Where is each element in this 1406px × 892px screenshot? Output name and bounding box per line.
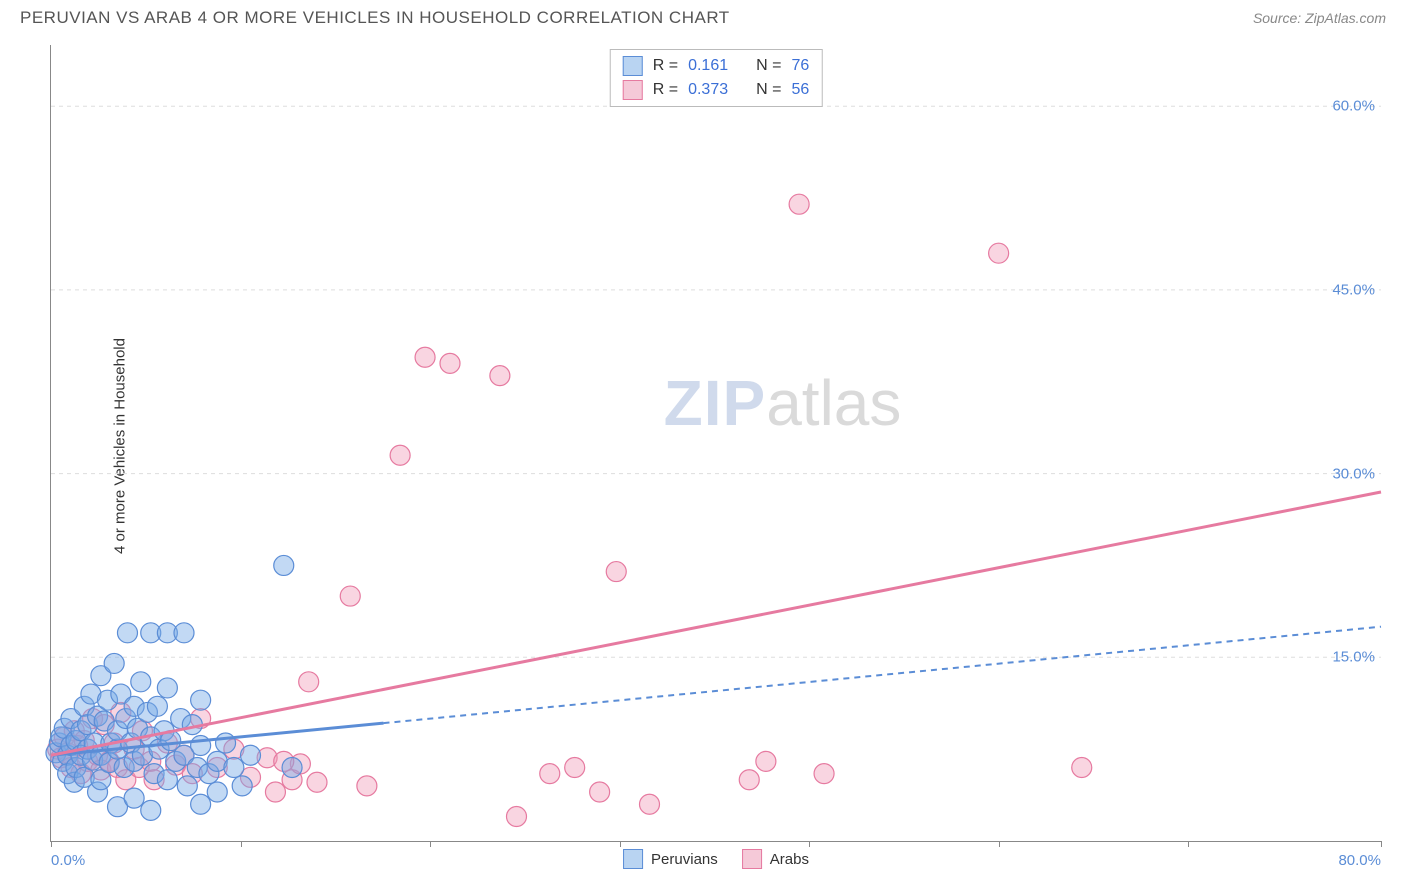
stats-legend-box: R = 0.161 N = 76 R = 0.373 N = 56 [610, 49, 823, 107]
scatter-point-peruvians [104, 653, 124, 673]
scatter-point-peruvians [147, 696, 167, 716]
x-tick [51, 841, 52, 847]
x-tick [1381, 841, 1382, 847]
x-tick [620, 841, 621, 847]
x-tick [999, 841, 1000, 847]
legend-item-arabs: Arabs [742, 849, 809, 869]
scatter-point-arabs [756, 751, 776, 771]
swatch-icon [623, 56, 643, 76]
scatter-point-arabs [789, 194, 809, 214]
scatter-svg [51, 45, 1381, 841]
swatch-icon [623, 80, 643, 100]
scatter-point-peruvians [117, 623, 137, 643]
scatter-point-peruvians [191, 794, 211, 814]
y-tick-label: 60.0% [1332, 98, 1375, 115]
x-tick [809, 841, 810, 847]
scatter-point-peruvians [241, 745, 261, 765]
y-tick-label: 30.0% [1332, 465, 1375, 482]
x-tick [241, 841, 242, 847]
stat-r-label: R = [653, 57, 678, 75]
chart-title: PERUVIAN VS ARAB 4 OR MORE VEHICLES IN H… [20, 8, 730, 28]
scatter-point-arabs [1072, 758, 1092, 778]
x-axis-max-label: 80.0% [1338, 852, 1381, 869]
scatter-point-arabs [507, 807, 527, 827]
scatter-point-arabs [415, 347, 435, 367]
chart-plot-area: ZIPatlas R = 0.161 N = 76 R = 0.373 N = … [50, 45, 1381, 842]
scatter-point-arabs [590, 782, 610, 802]
scatter-point-peruvians [216, 733, 236, 753]
legend-label: Peruvians [651, 851, 718, 868]
scatter-point-arabs [265, 782, 285, 802]
x-tick [1188, 841, 1189, 847]
stat-r-label: R = [653, 81, 678, 99]
scatter-point-peruvians [131, 672, 151, 692]
bottom-legend: Peruvians Arabs [623, 849, 809, 869]
scatter-point-arabs [540, 764, 560, 784]
scatter-point-arabs [565, 758, 585, 778]
scatter-point-arabs [299, 672, 319, 692]
scatter-point-peruvians [141, 800, 161, 820]
scatter-point-peruvians [157, 770, 177, 790]
scatter-point-arabs [814, 764, 834, 784]
scatter-point-arabs [490, 366, 510, 386]
swatch-icon [623, 849, 643, 869]
chart-source: Source: ZipAtlas.com [1253, 10, 1386, 26]
scatter-point-peruvians [174, 623, 194, 643]
scatter-point-arabs [989, 243, 1009, 263]
scatter-point-arabs [340, 586, 360, 606]
scatter-point-peruvians [191, 690, 211, 710]
scatter-point-peruvians [124, 788, 144, 808]
scatter-point-peruvians [282, 758, 302, 778]
scatter-point-arabs [357, 776, 377, 796]
stat-n-value: 56 [791, 81, 809, 99]
scatter-point-peruvians [274, 555, 294, 575]
scatter-point-peruvians [177, 776, 197, 796]
scatter-point-arabs [390, 445, 410, 465]
stat-n-value: 76 [791, 57, 809, 75]
scatter-point-peruvians [224, 758, 244, 778]
scatter-point-arabs [739, 770, 759, 790]
scatter-point-peruvians [157, 678, 177, 698]
stat-r-value: 0.373 [688, 81, 728, 99]
stats-row: R = 0.373 N = 56 [623, 78, 810, 102]
stat-r-value: 0.161 [688, 57, 728, 75]
scatter-point-arabs [440, 353, 460, 373]
trend-line-peruvians-extrapolated [384, 627, 1382, 723]
scatter-point-peruvians [207, 782, 227, 802]
legend-label: Arabs [770, 851, 809, 868]
chart-header: PERUVIAN VS ARAB 4 OR MORE VEHICLES IN H… [0, 0, 1406, 32]
stat-n-label: N = [756, 57, 781, 75]
scatter-point-arabs [307, 772, 327, 792]
legend-item-peruvians: Peruvians [623, 849, 718, 869]
scatter-point-arabs [606, 562, 626, 582]
x-axis-min-label: 0.0% [51, 852, 85, 869]
scatter-point-peruvians [232, 776, 252, 796]
stats-row: R = 0.161 N = 76 [623, 54, 810, 78]
scatter-point-arabs [640, 794, 660, 814]
stat-n-label: N = [756, 81, 781, 99]
scatter-point-peruvians [191, 735, 211, 755]
x-tick [430, 841, 431, 847]
swatch-icon [742, 849, 762, 869]
y-tick-label: 45.0% [1332, 281, 1375, 298]
trend-line-arabs [51, 492, 1381, 755]
y-tick-label: 15.0% [1332, 649, 1375, 666]
